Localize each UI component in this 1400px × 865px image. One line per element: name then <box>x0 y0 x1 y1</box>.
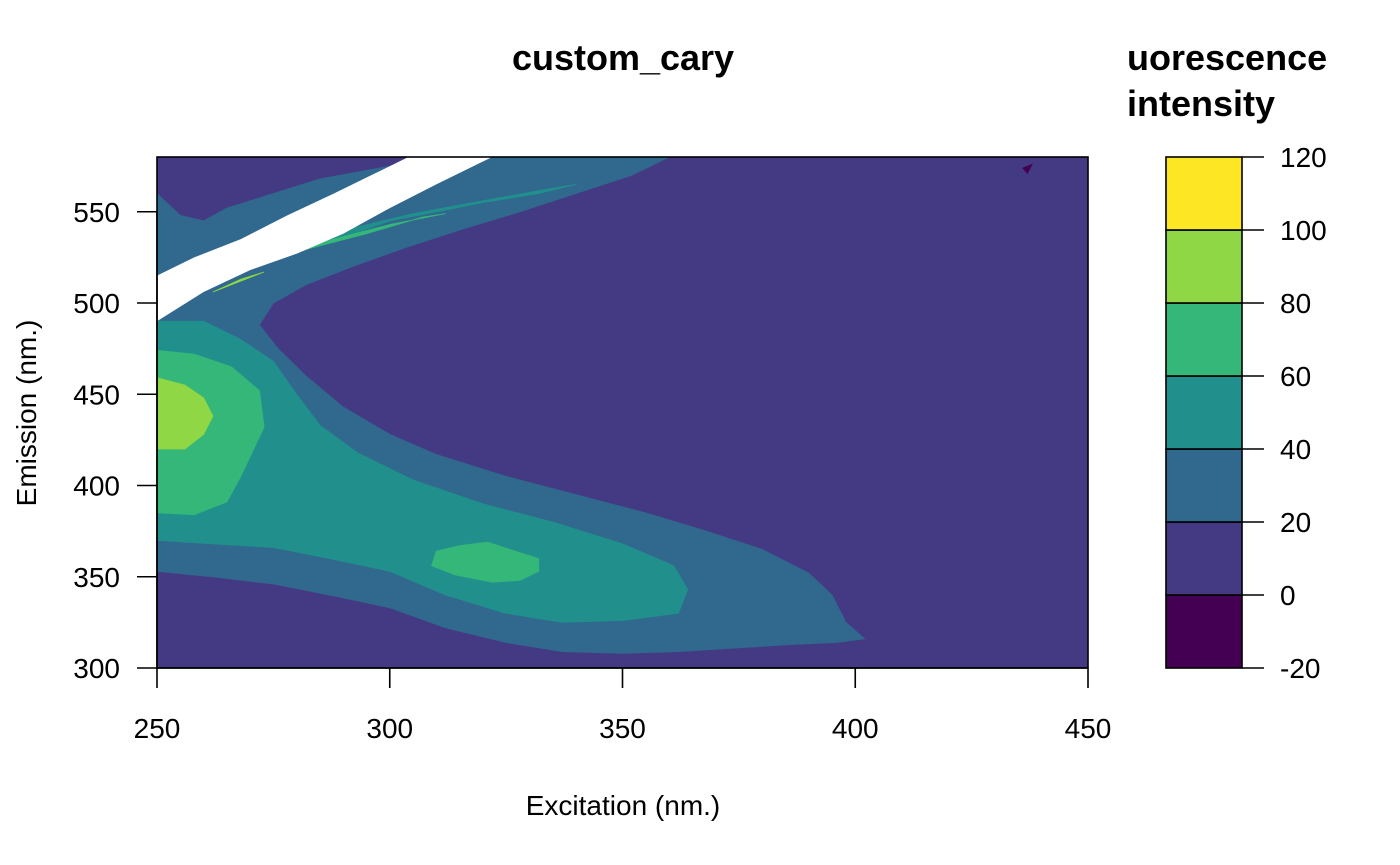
legend-swatch-6 <box>1165 156 1243 231</box>
x-tick-label-2: 350 <box>599 713 646 744</box>
chart-title: custom_cary <box>512 37 734 78</box>
contour-regions <box>157 157 1033 654</box>
y-tick-label-5: 550 <box>73 197 120 228</box>
legend-tick-label-5: 20 <box>1280 507 1311 538</box>
x-axis-label: Excitation (nm.) <box>526 790 721 821</box>
x-axis: 250 300 350 400 450 <box>134 667 1112 744</box>
legend-swatch-1 <box>1165 521 1243 596</box>
legend-color-bar <box>1165 156 1243 669</box>
contour-region-3 <box>431 541 540 583</box>
masked-region <box>157 157 493 322</box>
y-tick-label-0: 300 <box>73 653 120 684</box>
legend-tick-label-1: 100 <box>1280 215 1327 246</box>
color-legend: uorescence intensity 120 100 80 60 40 20 0 -20 <box>1127 37 1327 684</box>
legend-tick-label-0: 120 <box>1280 142 1327 173</box>
legend-tick-label-4: 40 <box>1280 434 1311 465</box>
legend-swatch-3 <box>1165 375 1243 450</box>
legend-tick-label-6: 0 <box>1280 580 1296 611</box>
y-tick-label-1: 350 <box>73 562 120 593</box>
x-tick-label-4: 450 <box>1065 713 1112 744</box>
contour-region-8 <box>1022 163 1033 175</box>
legend-tick-label-7: -20 <box>1280 653 1320 684</box>
y-tick-label-3: 450 <box>73 379 120 410</box>
legend-title-line-2: intensity <box>1127 83 1275 124</box>
legend-swatch-0 <box>1165 594 1243 669</box>
x-tick-label-0: 250 <box>134 713 181 744</box>
contour-region-7 <box>212 271 265 293</box>
y-axis: 300 350 400 450 500 550 <box>73 197 158 684</box>
legend-title-line-1: uorescence <box>1127 37 1327 78</box>
contour-region-4 <box>157 377 214 450</box>
x-tick-label-1: 300 <box>366 713 413 744</box>
y-tick-label-2: 400 <box>73 471 120 502</box>
legend-tick-label-3: 60 <box>1280 361 1311 392</box>
legend-swatch-4 <box>1165 302 1243 377</box>
y-axis-label: Emission (nm.) <box>11 320 42 507</box>
legend-ticks: 120 100 80 60 40 20 0 -20 <box>1242 142 1327 684</box>
y-tick-label-4: 500 <box>73 288 120 319</box>
contour-region-1 <box>157 320 689 623</box>
x-tick-label-3: 400 <box>832 713 879 744</box>
legend-tick-label-2: 80 <box>1280 288 1311 319</box>
legend-swatch-2 <box>1165 448 1243 523</box>
legend-swatch-5 <box>1165 229 1243 304</box>
plot-area <box>156 156 1089 669</box>
